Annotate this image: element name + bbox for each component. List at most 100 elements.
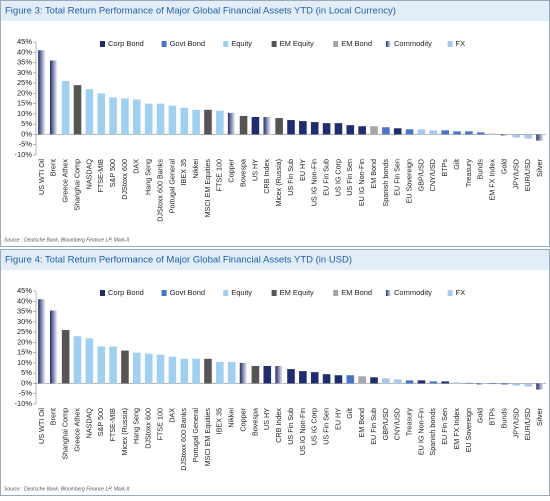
x-tick-label: Portugal General: [167, 159, 176, 214]
bar: [310, 122, 319, 135]
bar: [536, 383, 544, 390]
bar: [465, 131, 473, 135]
bar: [156, 103, 165, 135]
bar: [536, 134, 544, 141]
x-tick-label: IBEX 35: [179, 159, 188, 185]
bar: [144, 353, 153, 384]
x-tick-label: DJStoxx 600: [144, 408, 153, 449]
legend-label: Govt Bond: [170, 39, 205, 48]
x-tick-label: EU Fin Sen: [440, 408, 449, 445]
y-tick-label: 25%: [17, 78, 32, 87]
x-tick-label: EU Fin Sen: [393, 159, 402, 196]
x-tick-label: Silver: [535, 158, 544, 177]
y-tick-label: 5%: [21, 368, 32, 377]
legend-label: EM Equity: [280, 288, 314, 297]
legend-label: Commodity: [394, 288, 432, 297]
legend-swatch: [100, 41, 105, 47]
x-tick-label: Copper: [227, 158, 236, 182]
legend-swatch: [161, 290, 167, 296]
x-tick-label: S&P 500: [108, 159, 117, 187]
x-tick-label: US IG Corp: [333, 159, 342, 196]
x-tick-label: Greece Athex: [61, 159, 70, 203]
x-tick-label: DJStoxx 600 Banks: [179, 408, 188, 471]
chart-title: Figure 3: Total Return Performance of Ma…: [5, 6, 396, 17]
figure-frame: [0, 0, 550, 247]
bar: [192, 358, 200, 384]
x-tick-label: GBP/USD: [381, 408, 390, 440]
legend-label: Govt Bond: [170, 288, 205, 297]
legend-swatch: [100, 290, 105, 296]
bar: [239, 362, 248, 384]
x-tick-label: Gold: [499, 159, 508, 174]
y-tick-label: 40%: [17, 296, 32, 305]
x-tick-label: EU Sovereign: [464, 408, 473, 452]
x-tick-label: US HY: [250, 159, 259, 181]
x-tick-label: FTSE 100: [155, 408, 164, 440]
bar: [393, 128, 402, 135]
bar: [524, 383, 533, 387]
bar: [73, 85, 82, 135]
x-tick-label: EUR/USD: [523, 159, 532, 191]
bar: [144, 103, 153, 135]
bar: [405, 129, 414, 135]
bar: [334, 123, 343, 135]
x-tick-label: EM Bond: [357, 408, 366, 438]
x-tick-label: US IG Non-Fin: [298, 408, 307, 455]
x-tick-label: Treasury: [405, 408, 414, 436]
x-tick-label: FTSE 100: [215, 159, 224, 191]
legend-label: Corp Bond: [108, 288, 144, 297]
bar: [346, 375, 355, 384]
bar: [465, 382, 473, 384]
bar: [38, 299, 46, 384]
bar: [156, 354, 165, 384]
legend-label: Corp Bond: [108, 39, 144, 48]
y-tick-label: 35%: [17, 307, 32, 316]
x-tick-label: CNY/USD: [428, 159, 437, 191]
x-tick-label: CNY/USD: [393, 408, 402, 440]
bar: [168, 356, 177, 384]
legend-swatch: [223, 290, 229, 296]
x-tick-label: Gilt: [452, 159, 461, 170]
legend-label: EM Equity: [280, 39, 314, 48]
legend-label: FX: [456, 288, 466, 297]
legend-swatch: [333, 41, 339, 47]
x-tick-label: Bunds: [476, 159, 485, 180]
bar: [49, 60, 58, 135]
x-tick-label: DAX: [132, 159, 141, 174]
x-tick-label: US IG Non-Fin: [310, 159, 319, 206]
legend-label: Equity: [231, 288, 252, 297]
legend-swatch: [386, 41, 391, 47]
bar: [417, 380, 426, 384]
bar: [97, 93, 106, 135]
x-tick-label: US IG Corp: [310, 408, 319, 445]
x-tick-label: EU Sovereign: [405, 159, 414, 203]
bar: [216, 110, 224, 135]
x-tick-label: IBEX 35: [215, 408, 224, 434]
x-tick-label: JPY/USD: [511, 408, 520, 438]
bar: [61, 81, 70, 135]
bar: [370, 377, 378, 384]
bar: [97, 346, 106, 384]
x-tick-label: DJStoxx 600 Banks: [155, 159, 164, 222]
bar: [405, 380, 414, 384]
title-bar: [1, 1, 549, 21]
y-tick-label: -5%: [19, 140, 33, 149]
bar: [227, 361, 236, 384]
x-tick-label: NASDAQ: [84, 159, 93, 190]
bar: [453, 131, 461, 135]
legend-swatch: [271, 41, 277, 47]
x-tick-label: MSCI EM Equities: [203, 159, 212, 218]
x-tick-label: S&P 500: [96, 408, 105, 436]
x-tick-label: Nikkei: [227, 408, 236, 428]
bar: [310, 372, 319, 384]
bar: [287, 120, 295, 135]
bar: [239, 115, 248, 135]
y-tick-label: 0%: [21, 378, 32, 387]
x-tick-label: Greece Athex: [72, 408, 81, 452]
x-tick-label: EU HY: [333, 408, 342, 430]
y-tick-label: 0%: [21, 129, 32, 138]
bar: [488, 383, 497, 385]
x-tick-label: Portugal General: [191, 408, 200, 463]
bar: [393, 379, 402, 384]
bar: [488, 133, 497, 135]
